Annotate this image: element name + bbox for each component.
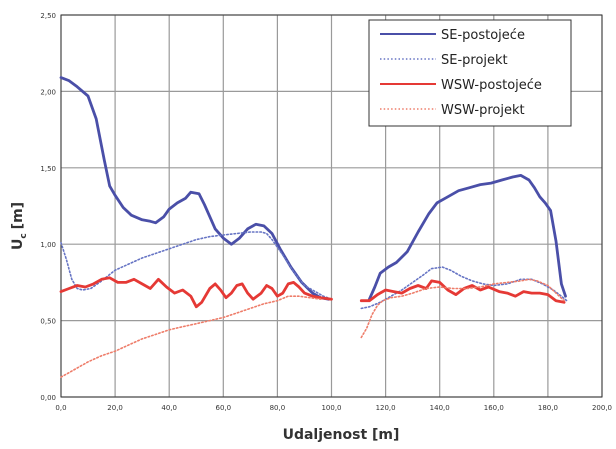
legend-label-wsw-postojece: WSW-postojeće [441,78,542,93]
y-tick-label: 2,50 [40,12,56,20]
y-axis-title-subscript: c [19,233,29,238]
series-wsw-projekt-line-2 [360,278,565,339]
series-se-postojece-line-2 [368,174,567,301]
x-tick-label: 20,0 [107,404,123,412]
series-se-postojece-line-1 [59,76,331,301]
series-wsw-postojece-line-1 [59,276,333,309]
y-tick-label: 1,50 [40,165,56,173]
x-tick-label: 180,0 [538,404,558,412]
x-tick-label: 140,0 [430,404,450,412]
x-tick-label: 40,0 [161,404,177,412]
y-tick-label: 2,00 [40,88,56,96]
plot-frame [60,14,603,398]
x-tick-label: 0,0 [55,404,66,412]
x-tick-label: 160,0 [484,404,504,412]
series-se-projekt-line-1 [60,231,333,300]
tick-labels: 0,0 20,0 40,0 60,0 80,0 100,0 120,0 140,0 160,0 1… [40,12,612,412]
x-tick-label: 60,0 [216,404,232,412]
y-tick-label: 0,00 [40,394,56,402]
y-axis-title: Uc [m] [10,202,29,250]
series-wsw-postojece-line-2 [359,279,566,304]
x-tick-label: 100,0 [321,404,341,412]
y-axis-title-unit: [m] [10,202,26,229]
x-tick-label: 200,0 [592,404,612,412]
x-axis-title: Udaljenost [m] [283,427,400,443]
y-tick-label: 1,00 [40,241,56,249]
legend: SE-postojeće SE-projekt WSW-postojeće WS… [368,19,572,127]
y-tick-label: 0,50 [40,318,56,326]
series-se-projekt-line-2 [360,266,568,310]
x-tick-label: 120,0 [376,404,396,412]
y-axis-title-symbol: U [10,239,26,250]
series-wsw-projekt-line-1 [60,295,322,378]
legend-label-se-postojece: SE-postojeće [441,28,525,43]
legend-label-wsw-projekt: WSW-projekt [441,103,525,118]
legend-label-se-projekt: SE-projekt [441,53,508,68]
x-tick-label: 80,0 [270,404,286,412]
series-layer [59,76,568,378]
